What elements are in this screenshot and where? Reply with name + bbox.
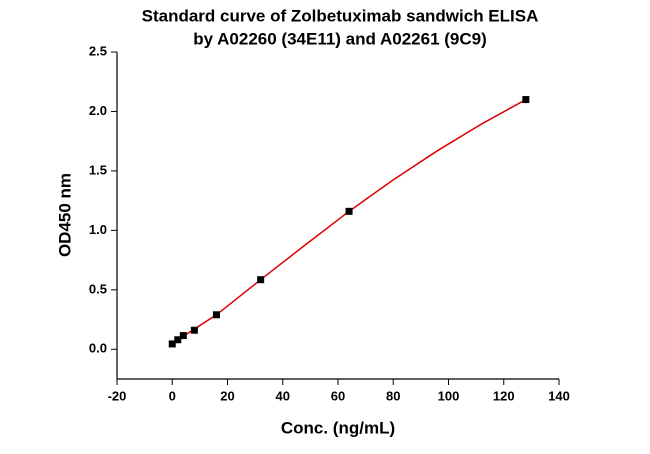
- data-point: [190, 326, 198, 334]
- y-tick-label: 0.0: [89, 341, 107, 356]
- fit-curve: [171, 98, 527, 345]
- chart-subtitle: by A02260 (34E11) and A02261 (9C9): [193, 29, 487, 48]
- y-tick-label: 1.5: [89, 162, 107, 177]
- data-point: [179, 332, 187, 340]
- data-point: [522, 96, 530, 104]
- x-tick-label: 80: [386, 388, 400, 403]
- y-tick-label: 1.0: [89, 222, 107, 237]
- data-point: [174, 336, 182, 344]
- data-point: [345, 207, 353, 215]
- x-tick-label: -20: [108, 388, 127, 403]
- x-tick-label: 120: [493, 388, 515, 403]
- x-tick-label: 0: [169, 388, 176, 403]
- x-tick-label: 100: [438, 388, 460, 403]
- y-tick-label: 0.5: [89, 281, 107, 296]
- x-tick-label: 20: [220, 388, 234, 403]
- data-point: [257, 276, 265, 284]
- y-tick-label: 2.5: [89, 43, 107, 58]
- x-tick-label: 60: [331, 388, 345, 403]
- y-axis-title: OD450 nm: [55, 173, 74, 257]
- y-tick-label: 2.0: [89, 103, 107, 118]
- x-tick-label: 40: [276, 388, 290, 403]
- chart-title: Standard curve of Zolbetuximab sandwich …: [142, 6, 539, 25]
- x-tick-label: 140: [548, 388, 570, 403]
- data-point: [168, 340, 176, 348]
- x-axis-title: Conc. (ng/mL): [281, 418, 395, 437]
- data-point: [212, 311, 220, 319]
